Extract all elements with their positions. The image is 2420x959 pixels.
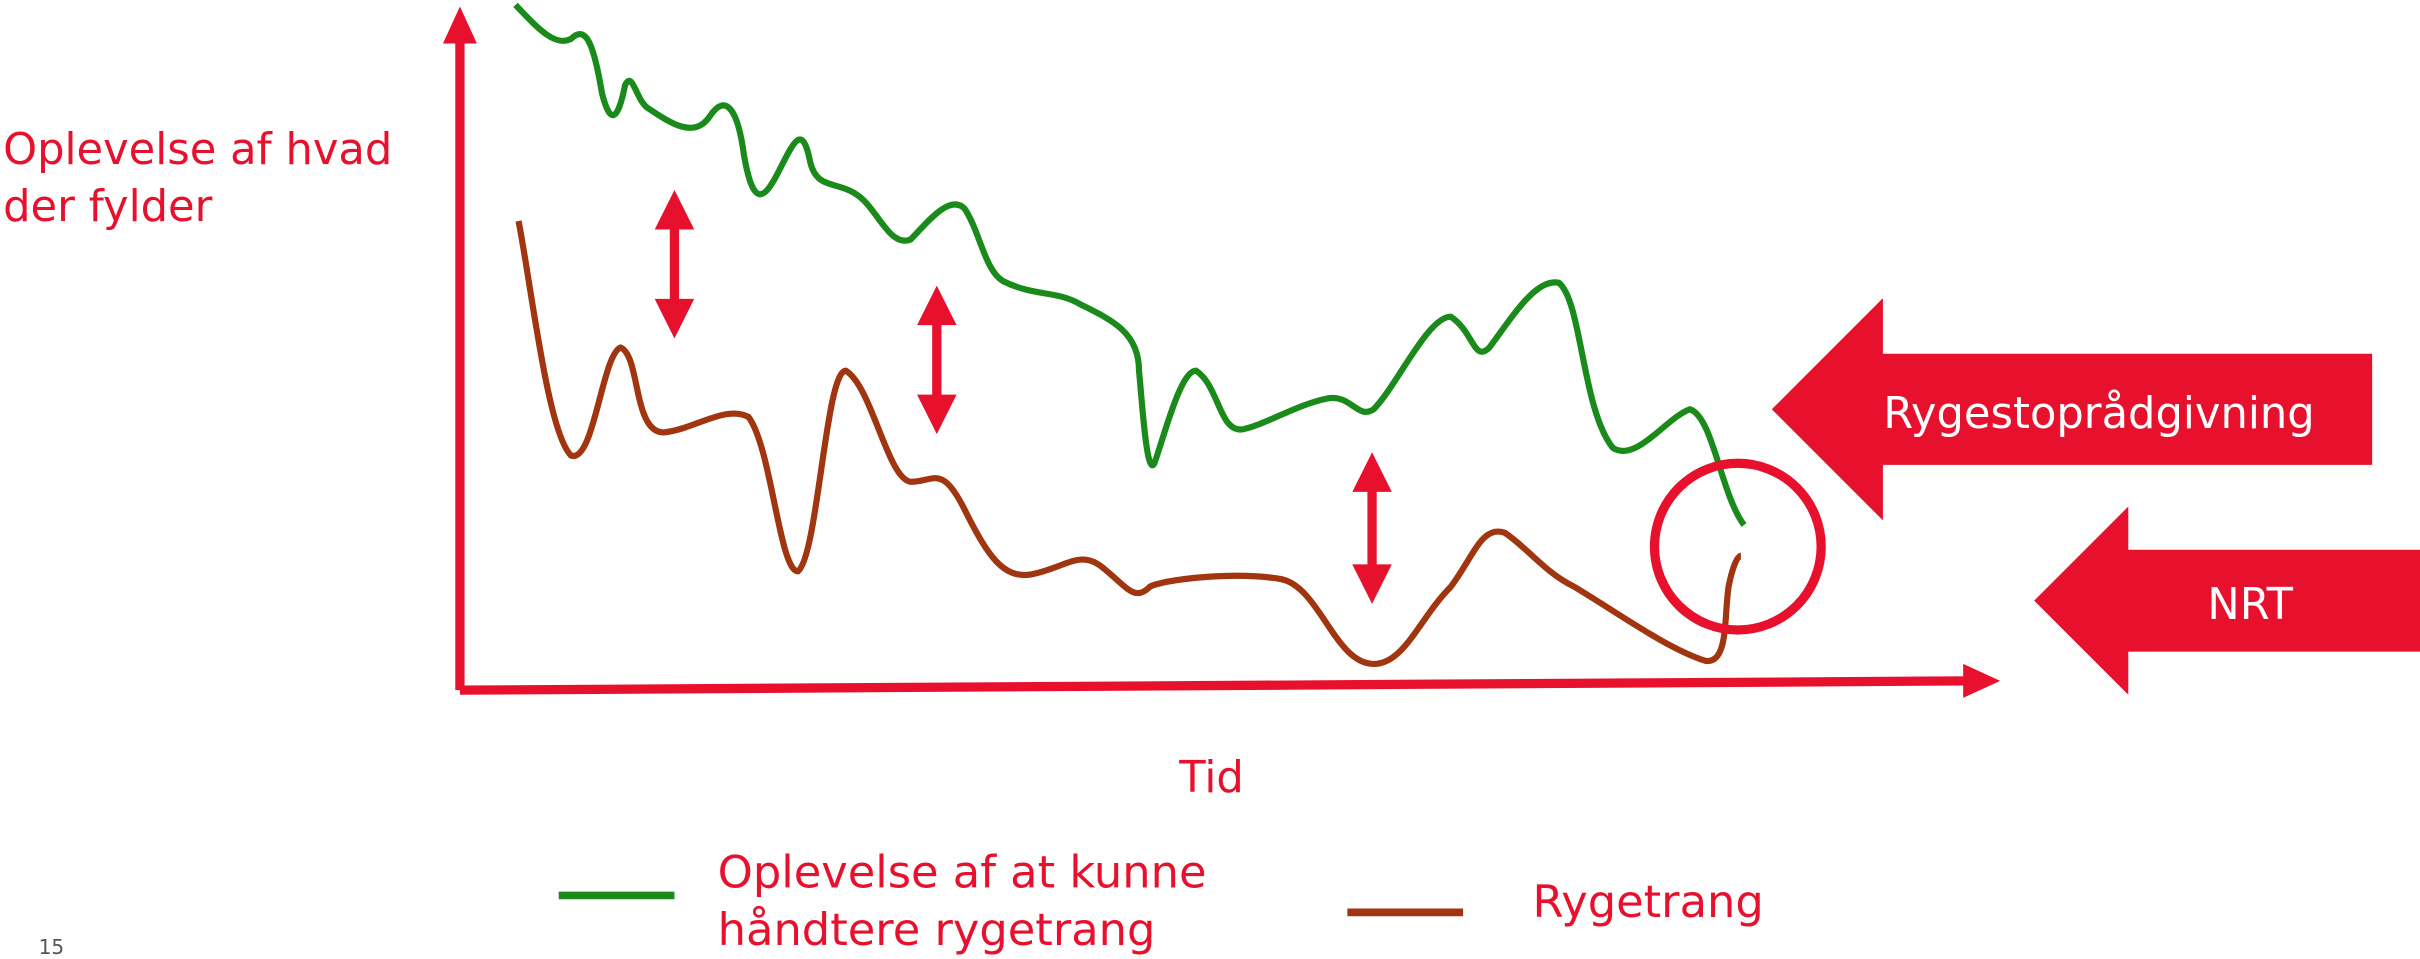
- arrow-label: NRT: [2207, 580, 2293, 630]
- y-axis-label: Oplevelse af hvad: [3, 125, 392, 175]
- x-axis-arrowhead: [1963, 663, 2001, 698]
- highlight-circle: [1649, 458, 1826, 635]
- nrt-arrow: [2034, 506, 2420, 695]
- page-number: 15: [39, 935, 65, 959]
- y-axis-label: der fylder: [3, 182, 213, 232]
- arrow-label: Rygestoprådgivning: [1883, 389, 2314, 439]
- craving-curve: [515, 220, 1743, 668]
- y-axis-arrowhead: [442, 6, 477, 44]
- legend-label: håndtere rygetrang: [718, 903, 1156, 956]
- legend-label: Rygetrang: [1533, 875, 1764, 928]
- legend-label: Oplevelse af at kunne: [718, 846, 1207, 899]
- coping-curve: [513, 2, 1747, 527]
- gap-arrows: [654, 189, 1392, 604]
- x-axis: [459, 676, 1968, 695]
- x-axis-label: Tid: [1178, 753, 1244, 803]
